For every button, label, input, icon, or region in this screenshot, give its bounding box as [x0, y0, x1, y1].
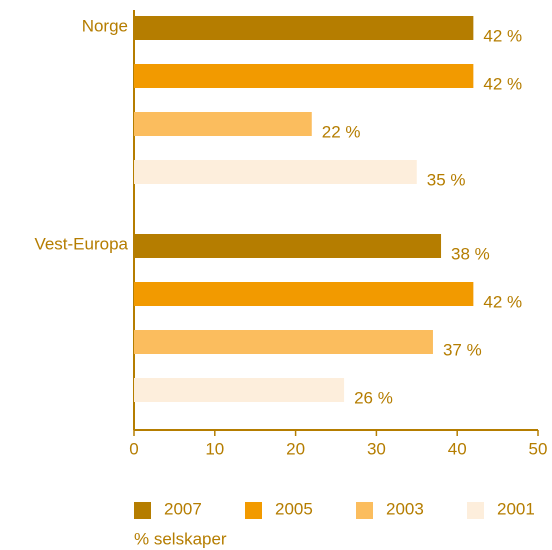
- value-label: 42 %: [483, 74, 522, 93]
- value-label: 22 %: [322, 122, 361, 141]
- bar: [134, 16, 474, 40]
- legend-label: 2003: [386, 499, 424, 518]
- x-tick-label: 40: [448, 439, 467, 458]
- bar: [134, 234, 442, 258]
- value-label: 35 %: [427, 170, 466, 189]
- x-tick-label: 20: [286, 439, 305, 458]
- bar: [134, 282, 474, 306]
- x-axis-label: % selskaper: [134, 529, 227, 548]
- legend-swatch: [245, 502, 262, 519]
- category-label: Vest-Europa: [34, 234, 128, 253]
- bar: [134, 64, 474, 88]
- legend-label: 2001: [497, 499, 535, 518]
- legend-swatch: [356, 502, 373, 519]
- x-tick-label: 30: [367, 439, 386, 458]
- value-label: 26 %: [354, 388, 393, 407]
- value-label: 42 %: [483, 292, 522, 311]
- legend-label: 2007: [164, 499, 202, 518]
- x-tick-label: 50: [529, 439, 548, 458]
- legend-label: 2005: [275, 499, 313, 518]
- bar: [134, 112, 312, 136]
- x-tick-label: 0: [129, 439, 138, 458]
- legend-swatch: [134, 502, 151, 519]
- value-label: 37 %: [443, 340, 482, 359]
- bar: [134, 160, 417, 184]
- value-label: 42 %: [483, 26, 522, 45]
- x-tick-label: 10: [205, 439, 224, 458]
- bar: [134, 330, 433, 354]
- bar: [134, 378, 345, 402]
- value-label: 38 %: [451, 244, 490, 263]
- legend-swatch: [467, 502, 484, 519]
- category-label: Norge: [82, 16, 128, 35]
